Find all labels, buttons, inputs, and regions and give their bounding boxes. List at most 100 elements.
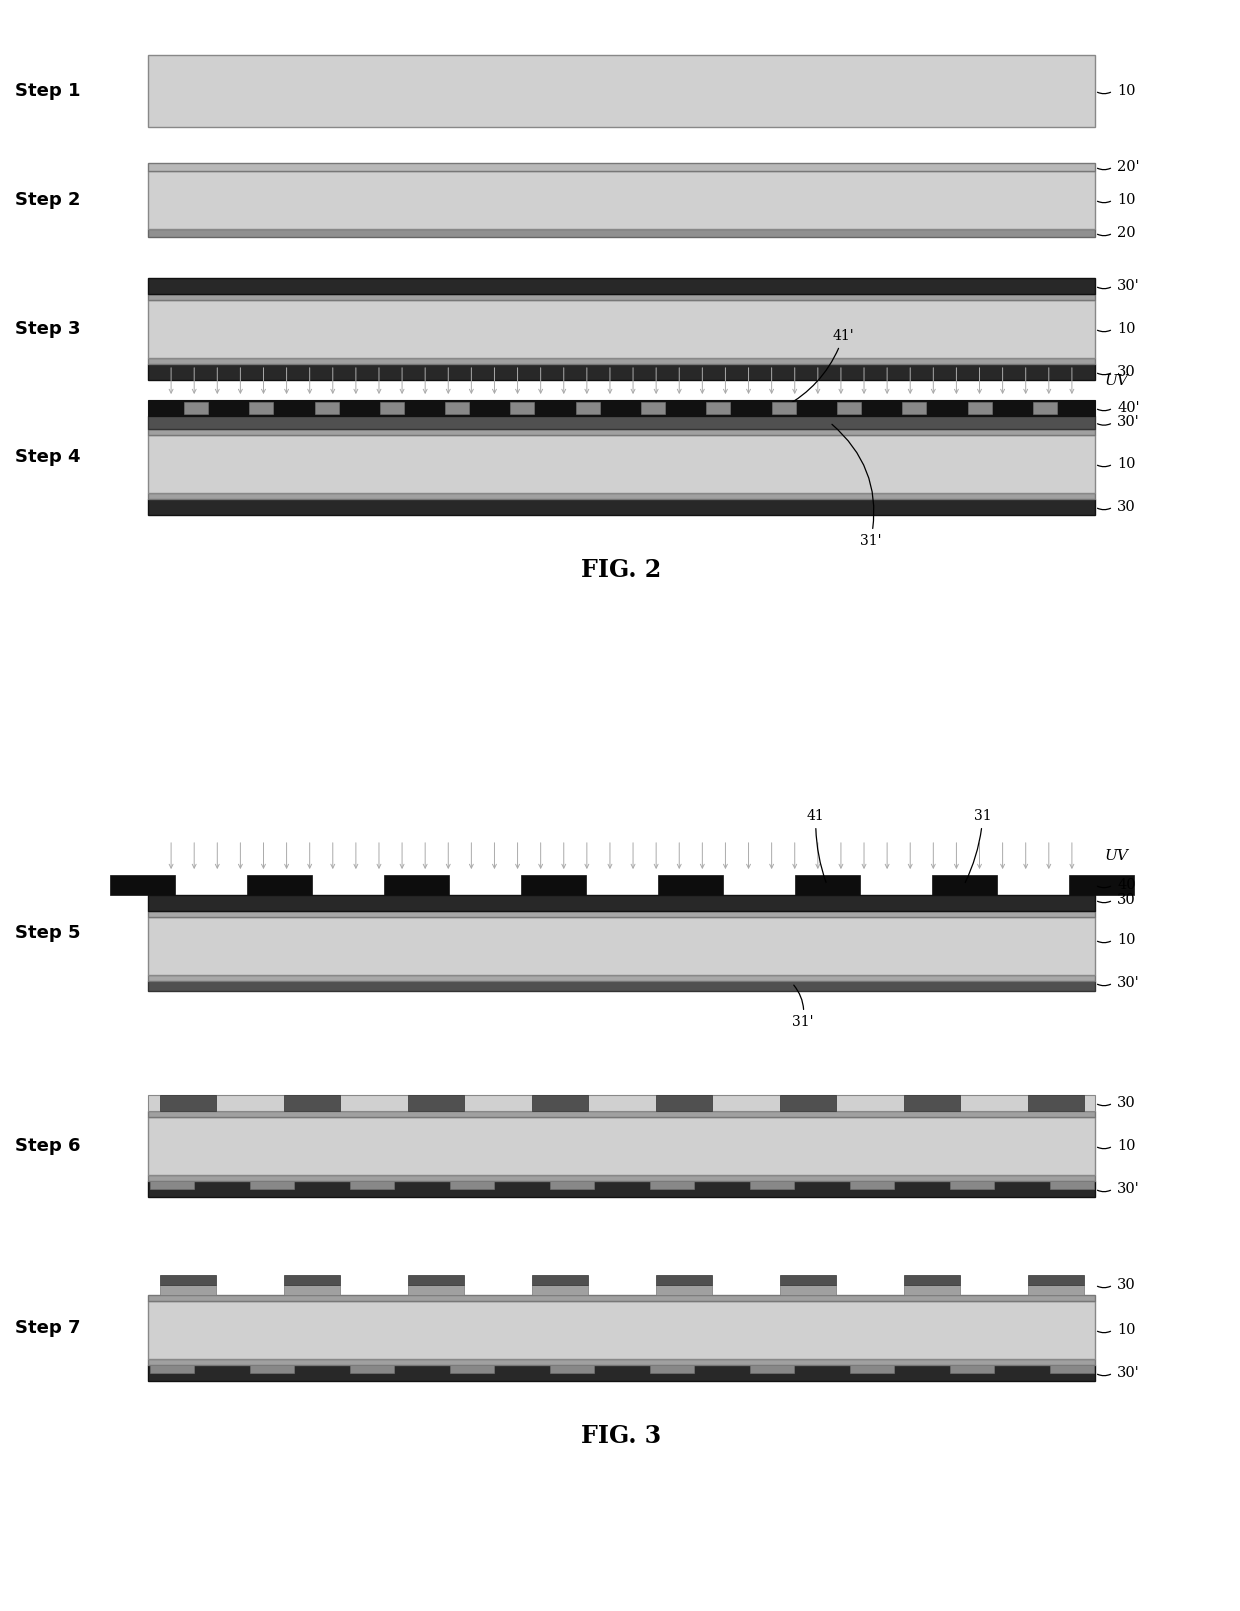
Bar [408,1286,464,1295]
Bar [904,1095,960,1112]
Text: Step 6: Step 6 [15,1137,81,1155]
Bar [1028,1286,1084,1295]
Bar [931,875,997,896]
Bar [148,917,1095,975]
Bar [1049,1365,1094,1373]
Bar [249,1365,294,1373]
Bar [449,1181,494,1189]
Text: 30: 30 [1117,1278,1136,1292]
Bar [849,1181,894,1189]
Bar [650,1181,693,1189]
Bar [795,875,859,896]
Bar [532,1095,588,1112]
Bar [383,875,449,896]
Bar [148,1295,1095,1302]
Text: Step 3: Step 3 [15,321,81,338]
Bar [247,875,311,896]
Text: 30: 30 [1117,1095,1136,1110]
Bar [148,364,1095,380]
Bar [749,1181,794,1189]
Bar [904,1286,960,1295]
Text: Step 1: Step 1 [15,82,81,100]
Bar [1069,875,1133,896]
Bar [350,1365,393,1373]
Text: 30: 30 [1117,892,1136,907]
Bar [150,1181,193,1189]
Bar [549,1181,594,1189]
Bar [532,1286,588,1295]
Text: 10: 10 [1117,1323,1136,1337]
Bar [148,429,1095,435]
Bar [160,1095,216,1112]
Bar [148,1116,1095,1174]
Bar [532,1274,588,1286]
Bar [284,1274,340,1286]
Bar [657,875,723,896]
Bar [575,403,600,414]
Bar [1049,1181,1094,1189]
Bar [1028,1095,1084,1112]
Text: Step 4: Step 4 [15,448,81,467]
Text: Step 2: Step 2 [15,192,81,209]
Bar [148,55,1095,127]
Bar [707,403,730,414]
Text: 30': 30' [1117,1182,1140,1195]
Text: UV: UV [1105,849,1128,863]
Bar [148,416,1095,429]
Text: FIG. 2: FIG. 2 [582,557,662,582]
Bar [656,1095,712,1112]
Bar [408,1274,464,1286]
Bar [148,293,1095,300]
Bar [148,1112,1095,1116]
Text: FIG. 3: FIG. 3 [582,1424,662,1448]
Text: 31: 31 [965,809,992,883]
Text: 30: 30 [1117,499,1136,514]
Bar [408,1095,464,1112]
Text: Step 5: Step 5 [15,925,81,942]
Bar [549,1365,594,1373]
Text: 10: 10 [1117,84,1136,98]
Text: 31': 31' [832,424,882,548]
Bar [315,403,339,414]
Bar [284,1286,340,1295]
Bar [148,910,1095,917]
Bar [656,1286,712,1295]
Text: 30: 30 [1117,366,1136,379]
Bar [650,1365,693,1373]
Text: 30': 30' [1117,1366,1140,1381]
Text: 40: 40 [1117,878,1136,892]
Bar [641,403,665,414]
Bar [950,1365,993,1373]
Bar [148,493,1095,499]
Bar [521,875,585,896]
Bar [148,300,1095,358]
Bar [148,975,1095,981]
Bar [950,1181,993,1189]
Bar [511,403,534,414]
Text: 10: 10 [1117,193,1136,206]
Text: 41: 41 [807,809,826,883]
Bar [148,358,1095,364]
Bar [148,1360,1095,1365]
Text: 10: 10 [1117,458,1136,470]
Text: 30': 30' [1117,976,1140,991]
Bar [780,1095,836,1112]
Text: 20: 20 [1117,226,1136,240]
Text: 20': 20' [1117,159,1140,174]
Bar [148,435,1095,493]
Bar [780,1286,836,1295]
Bar [749,1365,794,1373]
Bar [184,403,208,414]
Text: 10: 10 [1117,322,1136,337]
Bar [148,400,1095,416]
Text: UV: UV [1105,374,1128,388]
Bar [148,171,1095,229]
Bar [379,403,404,414]
Bar [249,403,273,414]
Bar [148,1174,1095,1181]
Bar [148,1181,1095,1197]
Bar [449,1365,494,1373]
Bar [780,1274,836,1286]
Bar [903,403,926,414]
Bar [148,279,1095,293]
